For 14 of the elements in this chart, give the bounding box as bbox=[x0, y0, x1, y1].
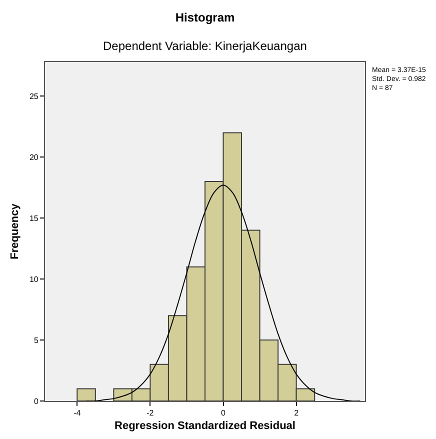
y-tick-label: 25 bbox=[29, 92, 39, 101]
chart-title: Histogram bbox=[175, 10, 235, 25]
y-tick-label: 15 bbox=[29, 214, 39, 223]
y-tick-label: 20 bbox=[29, 152, 39, 162]
x-axis-title: Regression Standardized Residual bbox=[114, 420, 296, 432]
x-tick-label: 0 bbox=[221, 408, 226, 418]
y-tick-label: 5 bbox=[34, 336, 39, 345]
x-tick-label: -2 bbox=[146, 408, 154, 418]
y-tick-label: 10 bbox=[29, 274, 39, 284]
x-tick-label: -4 bbox=[74, 408, 82, 418]
y-axis-title: Frequency bbox=[9, 202, 22, 260]
x-tick-label: 2 bbox=[294, 408, 300, 418]
y-tick-label: 0 bbox=[34, 396, 39, 406]
chart-subtitle: Dependent Variable: KinerjaKeuangan bbox=[103, 39, 307, 53]
